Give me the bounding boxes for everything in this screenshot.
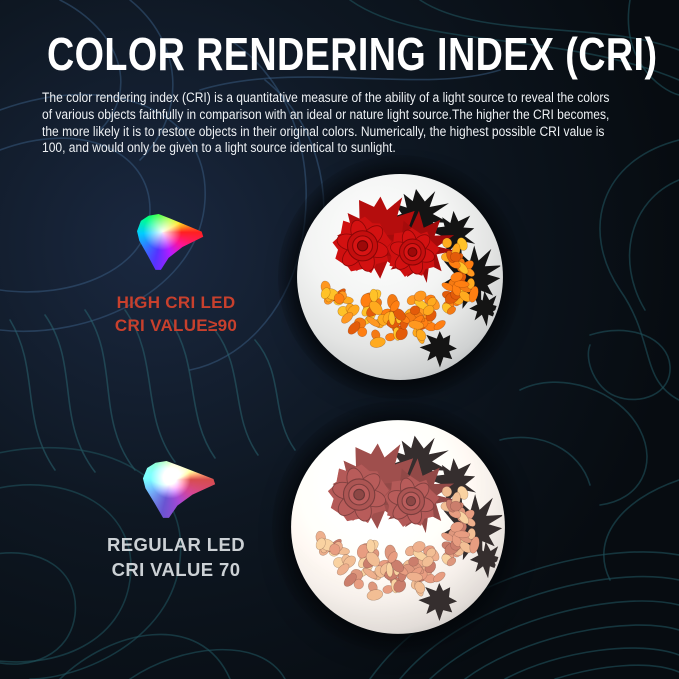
page-description: The color rendering index (CRI) is a qua… <box>42 90 609 157</box>
vivid-bouquet-illustration <box>296 173 504 381</box>
high-cri-bulb-photo <box>278 155 522 399</box>
regular-led-label-line2: CRI VALUE 70 <box>111 559 241 580</box>
page-title: COLOR RENDERING INDEX (CRI) <box>47 28 658 80</box>
description-line: 100, and would only be given to a light … <box>42 140 396 156</box>
muted-bouquet-illustration <box>290 419 506 635</box>
regular-led-label: REGULAR LED CRI VALUE 70 <box>84 532 268 582</box>
high-cri-label-line1: HIGH CRI LED <box>116 293 236 312</box>
regular-led-label-line1: REGULAR LED <box>106 534 245 555</box>
regular-led-bulb-photo <box>272 401 524 653</box>
description-line: The color rendering index (CRI) is a qua… <box>42 90 610 105</box>
description-line: of various objects faithfully in compari… <box>42 106 610 122</box>
description-line: the more likely it is to restore objects… <box>42 123 605 139</box>
high-cri-label: HIGH CRI LED CRI VALUE≥90 <box>92 291 260 337</box>
high-cri-label-line2: CRI VALUE≥90 <box>114 316 238 335</box>
